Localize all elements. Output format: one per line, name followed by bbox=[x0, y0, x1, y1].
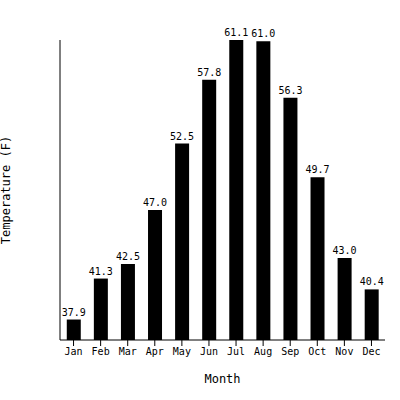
svg-text:61.0: 61.0 bbox=[251, 28, 275, 39]
svg-text:37.9: 37.9 bbox=[62, 307, 86, 318]
svg-text:Jan: Jan bbox=[65, 346, 83, 357]
svg-text:Dec: Dec bbox=[362, 346, 380, 357]
svg-text:43.0: 43.0 bbox=[333, 245, 357, 256]
svg-text:Aug: Aug bbox=[254, 346, 272, 357]
svg-text:May: May bbox=[173, 346, 191, 357]
svg-text:47.0: 47.0 bbox=[143, 197, 167, 208]
svg-text:52.5: 52.5 bbox=[170, 131, 194, 142]
svg-text:56.3: 56.3 bbox=[278, 85, 302, 96]
svg-text:Apr: Apr bbox=[146, 346, 164, 357]
svg-text:Sep: Sep bbox=[281, 346, 299, 357]
svg-text:Nov: Nov bbox=[335, 346, 353, 357]
svg-text:Temperature (F): Temperature (F) bbox=[8, 136, 13, 244]
svg-text:Jun: Jun bbox=[200, 346, 218, 357]
svg-text:40.4: 40.4 bbox=[360, 276, 384, 287]
svg-text:61.1: 61.1 bbox=[224, 27, 248, 38]
svg-text:49.7: 49.7 bbox=[305, 164, 329, 175]
svg-text:Mar: Mar bbox=[119, 346, 137, 357]
svg-text:41.3: 41.3 bbox=[89, 266, 113, 277]
svg-text:Jul: Jul bbox=[227, 346, 245, 357]
svg-text:Month: Month bbox=[204, 372, 240, 386]
svg-text:Oct: Oct bbox=[308, 346, 326, 357]
svg-text:Feb: Feb bbox=[92, 346, 110, 357]
svg-text:42.5: 42.5 bbox=[116, 251, 140, 262]
svg-text:57.8: 57.8 bbox=[197, 67, 221, 78]
